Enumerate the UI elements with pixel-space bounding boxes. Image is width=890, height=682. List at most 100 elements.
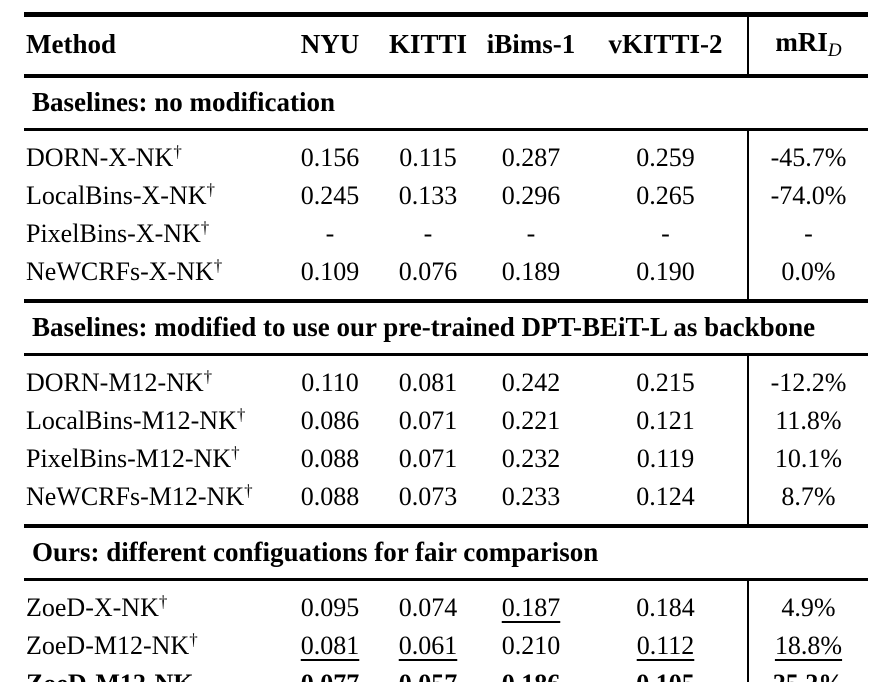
- metric-cell: 0.221: [501, 405, 561, 435]
- metric-cell: 0.115: [399, 142, 457, 172]
- metric-cell: 0.186: [478, 665, 584, 682]
- dagger-mark: †: [206, 179, 216, 199]
- metric-cell: 0.210: [501, 631, 561, 661]
- method-cell: DORN-X-NK†: [26, 141, 182, 172]
- table-row: ZoeD-X-NK† 0.095 0.074 0.187 0.184 4.9%: [24, 579, 868, 628]
- mri-label: mRI: [775, 27, 828, 57]
- metric-cell: 0.086: [300, 405, 360, 435]
- dagger-mark: †: [158, 592, 168, 612]
- metric-cell: 0.105: [584, 665, 748, 682]
- mri-cell: -: [747, 214, 868, 253]
- metric-cell: 0.076: [398, 256, 458, 286]
- dagger-mark: †: [231, 442, 240, 462]
- dagger-mark: †: [244, 480, 253, 500]
- metric-cell: -: [661, 218, 670, 248]
- col-header-mri: mRID: [747, 14, 868, 76]
- table-row: NeWCRFs-X-NK† 0.109 0.076 0.189 0.190 0.…: [24, 252, 868, 301]
- mri-cell: -12.2%: [747, 354, 868, 402]
- col-header-vkitti: vKITTI-2: [608, 29, 723, 60]
- method-cell: PixelBins-M12-NK†: [26, 442, 240, 473]
- method-cell: LocalBins-M12-NK†: [26, 404, 246, 435]
- metric-cell: 0.057: [378, 665, 478, 682]
- method-cell: ZoeD-X-NK†: [26, 592, 168, 623]
- metric-cell: 0.233: [501, 481, 561, 511]
- method-cell: DORN-M12-NK†: [26, 366, 213, 397]
- dagger-mark: †: [200, 217, 210, 237]
- metric-cell: 0.077: [282, 665, 378, 682]
- mri-cell: 10.1%: [747, 439, 868, 478]
- table-row: LocalBins-X-NK† 0.245 0.133 0.296 0.265 …: [24, 176, 868, 215]
- table-row: NeWCRFs-M12-NK† 0.088 0.073 0.233 0.124 …: [24, 477, 868, 526]
- metric-cell: 0.081: [300, 631, 360, 661]
- metric-cell: 0.133: [398, 180, 458, 210]
- metric-cell: 0.095: [300, 593, 360, 623]
- col-header-kitti: KITTI: [388, 29, 468, 60]
- metric-cell: 0.259: [636, 142, 695, 172]
- metric-cell: 0.121: [636, 405, 695, 435]
- metric-cell: 0.109: [300, 256, 360, 286]
- results-table: Method NYU KITTI iBims-1 vKITTI-2 mRID B…: [24, 12, 868, 682]
- col-header-ibims: iBims-1: [486, 29, 576, 60]
- section-header-ours: Ours: different configuations for fair c…: [24, 525, 868, 580]
- mri-cell: 0.0%: [747, 252, 868, 301]
- section-header-baselines-no-mod: Baselines: no modification: [24, 75, 868, 130]
- dagger-mark: †: [213, 255, 223, 275]
- col-header-nyu: NYU: [300, 29, 360, 60]
- metric-cell: -: [325, 218, 335, 248]
- mri-cell: 8.7%: [747, 477, 868, 526]
- metric-cell: 0.245: [300, 180, 360, 210]
- table-row: ZoeD-M12-NK† 0.081 0.061 0.210 0.112 18.…: [24, 627, 868, 666]
- table-row: PixelBins-X-NK† - - - - -: [24, 214, 868, 253]
- metric-cell: 0.242: [501, 367, 561, 397]
- metric-cell: 0.119: [636, 443, 695, 473]
- metric-cell: 0.265: [636, 180, 695, 210]
- table-row: PixelBins-M12-NK† 0.088 0.071 0.232 0.11…: [24, 439, 868, 478]
- metric-cell: 0.190: [636, 256, 695, 286]
- method-cell: PixelBins-X-NK†: [26, 217, 210, 248]
- metric-cell: 0.232: [501, 443, 561, 473]
- metric-cell: 0.124: [636, 481, 695, 511]
- section-title: Baselines: no modification: [32, 86, 336, 117]
- mri-cell: -45.7%: [747, 129, 868, 177]
- metric-cell: 0.061: [398, 631, 458, 661]
- section-title: Ours: different configuations for fair c…: [32, 536, 599, 567]
- section-baselines-modified: DORN-M12-NK† 0.110 0.081 0.242 0.215 -12…: [24, 354, 868, 526]
- mri-cell: 4.9%: [747, 579, 868, 628]
- metric-cell: 0.215: [636, 367, 695, 397]
- dagger-mark: †: [203, 366, 213, 386]
- metric-cell: 0.156: [300, 142, 360, 172]
- section-baselines-no-mod: DORN-X-NK† 0.156 0.115 0.287 0.259 -45.7…: [24, 129, 868, 301]
- col-header-method: Method: [26, 29, 116, 60]
- metric-cell: 0.184: [636, 593, 695, 623]
- metric-cell: 0.071: [398, 405, 458, 435]
- table-row: DORN-X-NK† 0.156 0.115 0.287 0.259 -45.7…: [24, 129, 868, 177]
- method-cell: ZoeD-M12-NK†: [26, 630, 198, 661]
- section-title: Baselines: modified to use our pre-train…: [32, 311, 816, 342]
- metric-cell: 0.088: [300, 481, 360, 511]
- dagger-mark: †: [189, 630, 198, 650]
- metric-cell: -: [423, 218, 433, 248]
- metric-cell: 0.287: [501, 142, 561, 172]
- section-ours: ZoeD-X-NK† 0.095 0.074 0.187 0.184 4.9% …: [24, 579, 868, 682]
- dagger-mark: †: [236, 404, 246, 424]
- method-cell: NeWCRFs-M12-NK†: [26, 480, 253, 511]
- mri-cell: -74.0%: [747, 176, 868, 215]
- metric-cell: 0.110: [301, 367, 359, 397]
- metric-cell: 0.187: [501, 593, 561, 623]
- metric-cell: 0.074: [398, 593, 458, 623]
- method-cell: LocalBins-X-NK†: [26, 179, 216, 210]
- mri-cell: 25.2%: [747, 665, 868, 682]
- metric-cell: 0.073: [398, 481, 458, 511]
- table-row: DORN-M12-NK† 0.110 0.081 0.242 0.215 -12…: [24, 354, 868, 402]
- metric-cell: -: [526, 218, 536, 248]
- metric-cell: 0.081: [398, 367, 458, 397]
- section-header-baselines-modified: Baselines: modified to use our pre-train…: [24, 300, 868, 355]
- mri-subscript: D: [827, 40, 842, 61]
- metric-cell: 0.112: [636, 631, 695, 661]
- mri-cell: 11.8%: [747, 401, 868, 440]
- metric-cell: 0.296: [501, 180, 561, 210]
- table-row-best: ZoeD-M12-NK 0.077 0.057 0.186 0.105 25.2…: [24, 665, 868, 682]
- dagger-mark: †: [173, 141, 182, 161]
- table-row: LocalBins-M12-NK† 0.086 0.071 0.221 0.12…: [24, 401, 868, 440]
